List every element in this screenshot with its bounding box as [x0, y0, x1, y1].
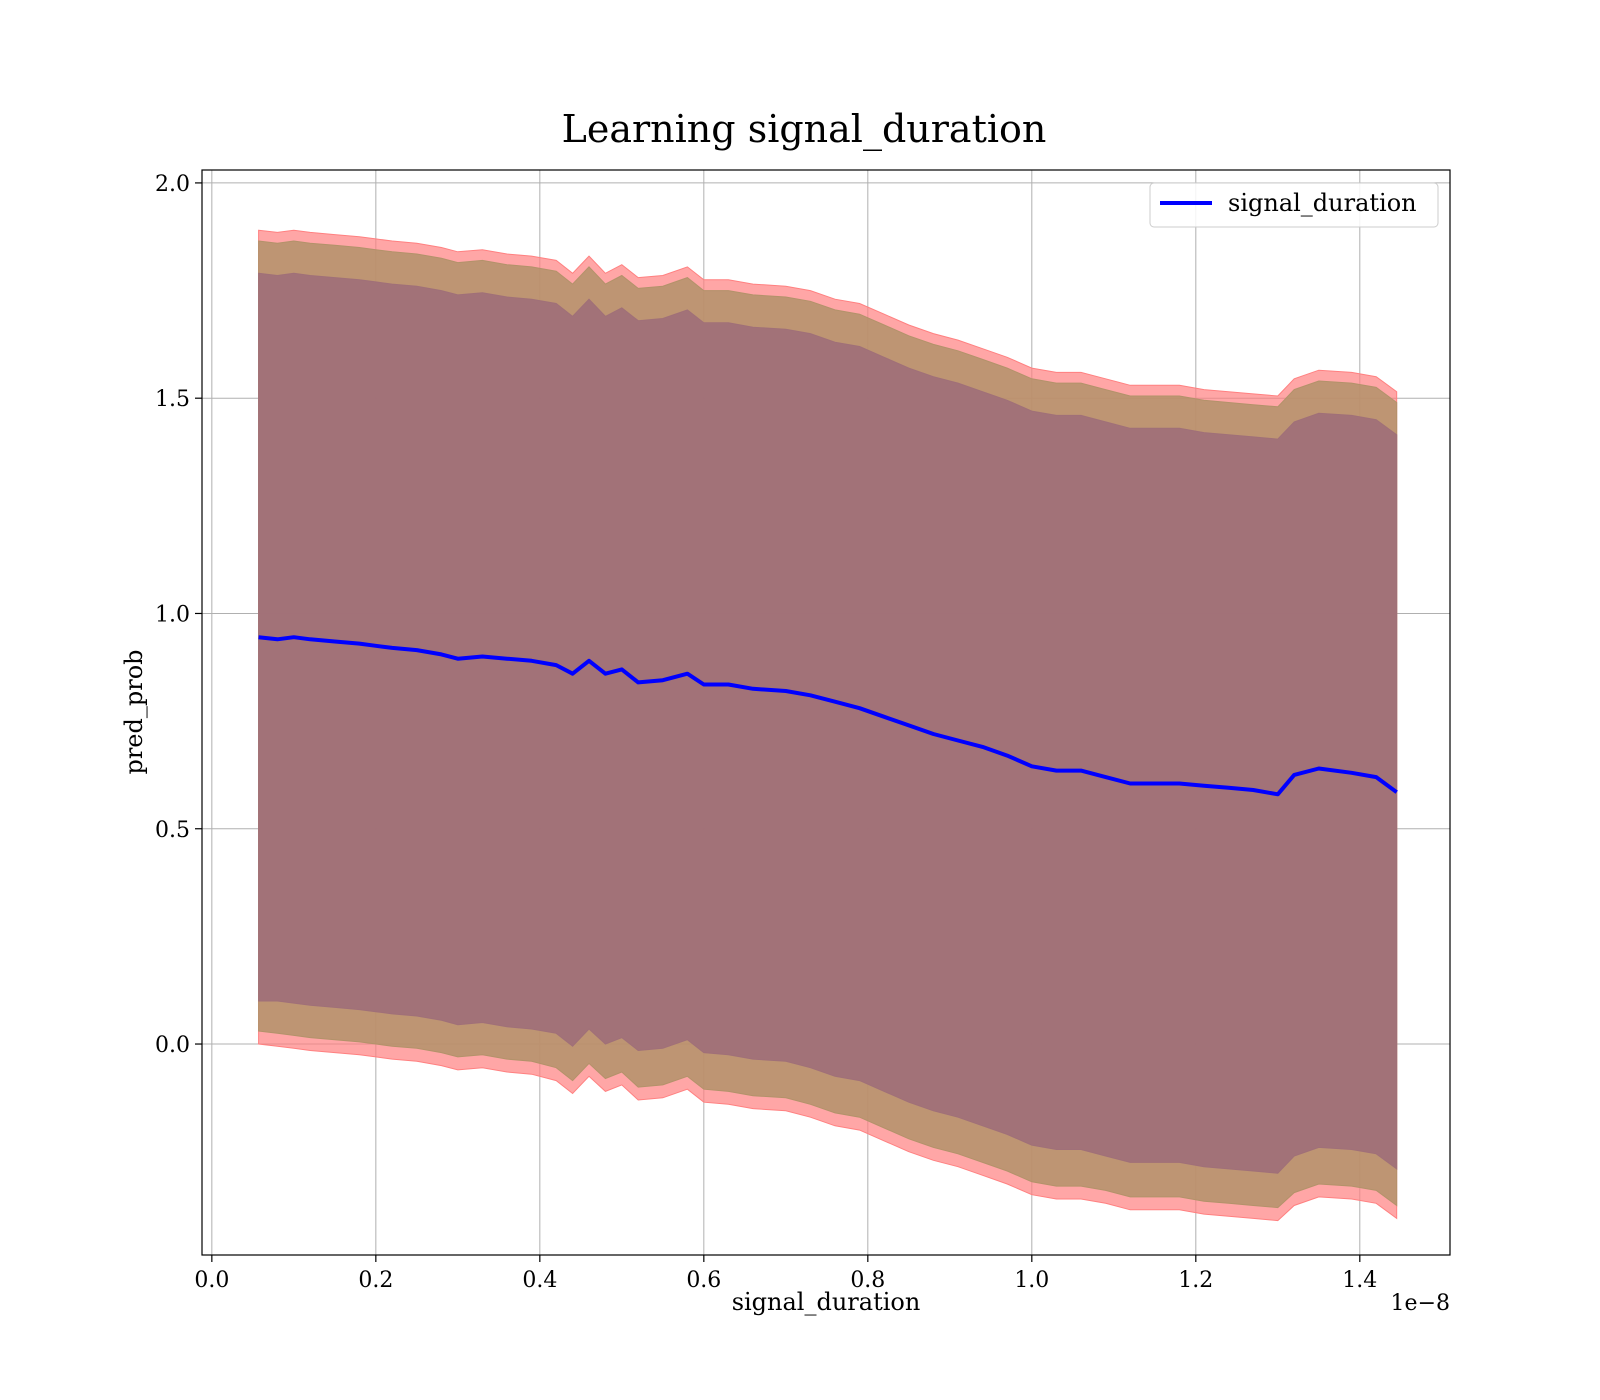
y-tick-label-4: 2.0: [155, 172, 190, 197]
x-axis-offset-text: 1e−8: [1391, 1291, 1450, 1316]
x-tick-label-5: 1.0: [1014, 1268, 1049, 1293]
x-tick-label-1: 0.2: [358, 1268, 393, 1293]
y-axis-ticks: 0.0 0.5 1.0 1.5 2.0: [155, 172, 202, 1058]
x-tick-label-0: 0.0: [194, 1268, 229, 1293]
x-tick-label-6: 1.2: [1178, 1268, 1213, 1293]
x-axis-label: signal_duration: [732, 1288, 921, 1316]
y-tick-label-0: 0.0: [155, 1033, 190, 1058]
series-line-0: [258, 635, 1398, 797]
legend: signal_duration: [1149, 182, 1439, 228]
band-2: [258, 272, 1398, 1174]
legend-entry-signal-duration: signal_duration: [1228, 189, 1417, 217]
y-axis-label: pred_prob: [120, 649, 148, 774]
y-tick-label-1: 0.5: [155, 818, 190, 843]
confidence-bands: [258, 229, 1398, 1222]
x-tick-label-7: 1.4: [1342, 1268, 1377, 1293]
x-tick-label-3: 0.6: [686, 1268, 721, 1293]
legend-box: [1149, 182, 1439, 228]
y-tick-label-2: 1.0: [155, 602, 190, 627]
x-tick-label-2: 0.4: [522, 1268, 557, 1293]
x-tick-label-4: 0.8: [850, 1268, 885, 1293]
chart-title: Learning signal_duration: [562, 107, 1047, 152]
plot-frame: [201, 169, 1451, 1256]
x-axis-ticks: 0.0 0.2 0.4 0.6 0.8 1.0 1.2 1.4: [194, 1255, 1377, 1293]
y-tick-label-3: 1.5: [155, 387, 190, 412]
series-lines: [258, 635, 1398, 797]
